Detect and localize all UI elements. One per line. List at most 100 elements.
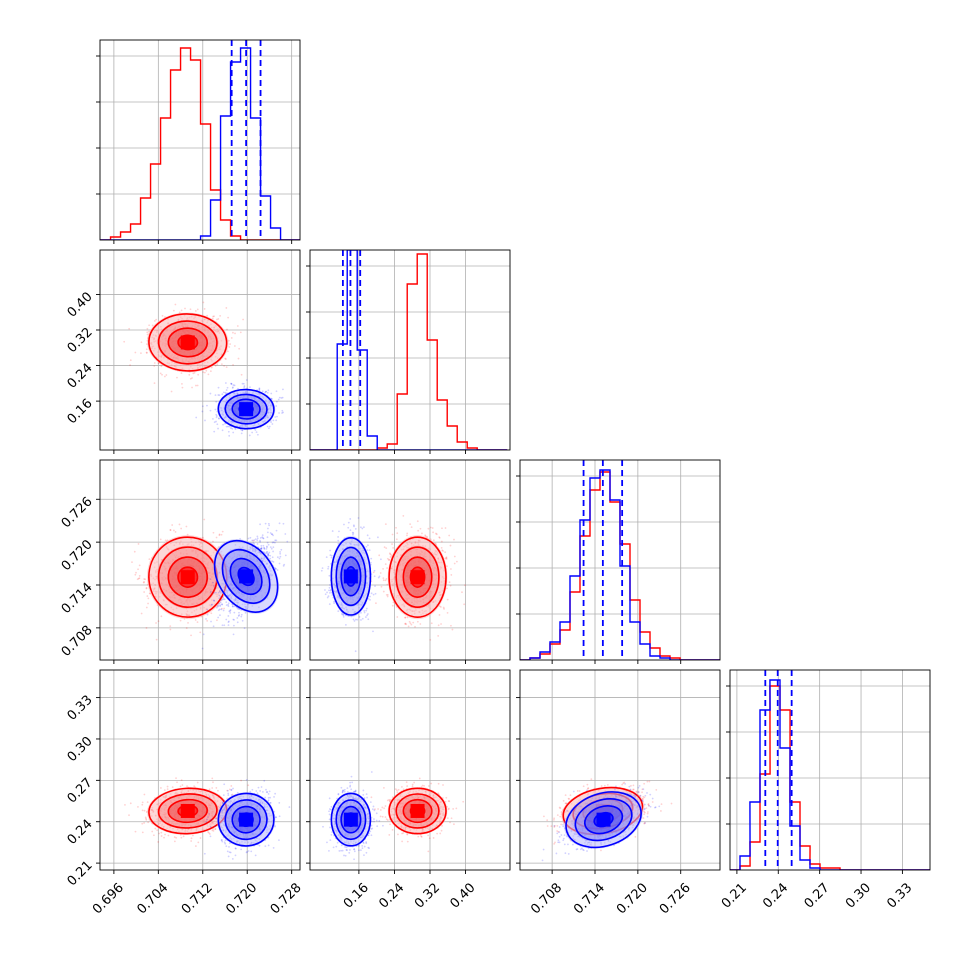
scatter-point [211, 603, 213, 606]
scatter-point [222, 596, 224, 599]
scatter-point [446, 587, 448, 590]
scatter-point [140, 612, 143, 615]
scatter-point [410, 526, 413, 529]
scatter-point [353, 620, 356, 622]
scatter-point [384, 579, 387, 582]
scatter-point [256, 535, 259, 538]
scatter-point [146, 327, 149, 330]
scatter-point [232, 431, 235, 434]
scatter-point [274, 416, 277, 418]
scatter-point [264, 522, 267, 525]
scatter-point [449, 544, 452, 547]
scatter-point [137, 577, 140, 580]
scatter-point [216, 318, 218, 321]
scatter-point [391, 604, 394, 607]
scatter-point [278, 396, 281, 399]
scatter-point [275, 405, 278, 407]
scatter-point [446, 611, 449, 614]
scatter-point [260, 544, 263, 547]
panel-frame-1-1 [309, 249, 511, 451]
scatter-point [252, 539, 255, 542]
scatter-point [385, 577, 388, 580]
scatter-point [330, 556, 333, 559]
contour-line [237, 566, 255, 587]
scatter-point [269, 546, 272, 549]
scatter-point [214, 408, 217, 411]
scatter-point [218, 602, 220, 605]
scatter-point [221, 598, 224, 601]
scatter-point [252, 541, 255, 544]
scatter-point [404, 623, 407, 625]
scatter-point [243, 386, 246, 389]
scatter-point [219, 605, 222, 608]
scatter-point [214, 587, 217, 590]
contour-line [221, 548, 271, 604]
scatter-point [271, 556, 274, 559]
scatter-point [274, 539, 277, 542]
panel-frame-0-0 [99, 39, 301, 241]
scatter-point [161, 373, 163, 376]
grid-0-0 [100, 40, 300, 240]
scatter-point [202, 633, 205, 636]
scatter-point [406, 534, 408, 537]
scatter-point [441, 527, 443, 530]
scatter-point [240, 373, 243, 376]
grid-1-1 [310, 250, 510, 450]
scatter-point [153, 320, 156, 322]
scatter-point [251, 539, 254, 542]
density-peak [180, 335, 195, 350]
scatter-point [385, 593, 388, 596]
scatter-point [240, 432, 243, 435]
scatter-point [262, 544, 265, 547]
scatter-point [212, 315, 214, 318]
scatter-point [264, 391, 267, 394]
scatter-point [251, 431, 254, 434]
scatter-point [261, 534, 264, 537]
scatter-point [220, 608, 223, 611]
scatter-point [218, 594, 221, 597]
scatter-point [268, 551, 271, 554]
scatter-point [145, 627, 148, 629]
scatter-point [229, 343, 231, 345]
scatter-point [228, 610, 231, 613]
scatter-point [169, 529, 172, 531]
scatter-point [229, 609, 232, 611]
scatter-point [217, 386, 220, 389]
scatter-point [342, 615, 345, 618]
scatter-point [232, 363, 234, 366]
scatter-point [270, 392, 273, 395]
scatter-point [259, 539, 261, 542]
scatter-point [223, 364, 225, 367]
scatter-point [241, 619, 244, 622]
scatter-point [217, 605, 219, 608]
scatter-point [221, 429, 224, 432]
scatter-point [283, 563, 286, 566]
scatter-point [410, 623, 413, 626]
scatter-point [421, 532, 423, 535]
panel-2-0 [96, 459, 301, 664]
scatter-point [282, 522, 285, 525]
scatter-point [226, 386, 229, 389]
scatter-point [225, 425, 228, 428]
scatter-point [195, 384, 197, 387]
scatter-point [232, 331, 234, 334]
panel-frame-2-0 [99, 459, 301, 661]
scatter-point [269, 554, 272, 557]
scatter-point [209, 392, 212, 395]
scatter-point [147, 597, 150, 600]
scatter-point [389, 553, 392, 556]
scatter-point [424, 534, 427, 537]
scatter-point [161, 314, 164, 317]
scatter-point [224, 391, 227, 394]
scatter-point [444, 551, 447, 554]
scatter-point [404, 616, 407, 619]
scatter-point [230, 382, 233, 385]
scatter-point [230, 383, 233, 385]
scatter-point [163, 375, 166, 378]
scatter-point [220, 533, 223, 536]
scatter-point [408, 620, 411, 623]
scatter-point [134, 573, 137, 576]
scatter-point [284, 533, 287, 535]
scatter-point [432, 531, 434, 534]
scatter-point [212, 592, 215, 594]
